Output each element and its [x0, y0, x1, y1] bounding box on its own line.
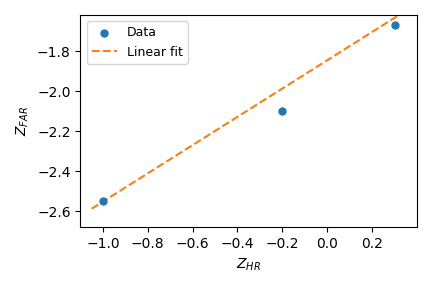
Data	[99, 199, 106, 204]
Y-axis label: $Z_{FAR}$: $Z_{FAR}$	[15, 106, 32, 136]
Data	[279, 109, 286, 113]
Data	[391, 23, 398, 27]
Legend: Data, Linear fit: Data, Linear fit	[87, 21, 187, 63]
X-axis label: $Z_{HR}$: $Z_{HR}$	[236, 257, 261, 273]
